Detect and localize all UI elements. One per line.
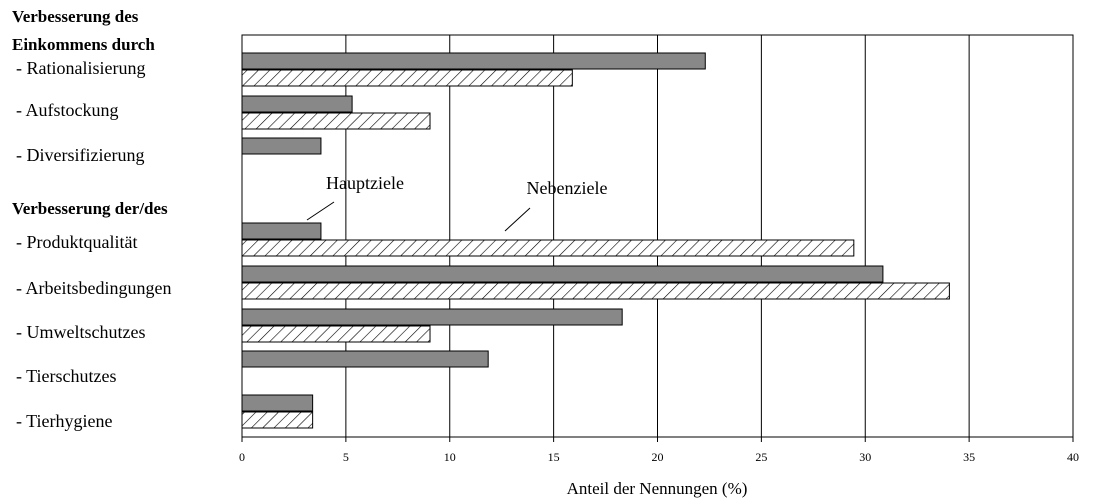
legend-leader <box>306 201 335 221</box>
category-label: - Tierschutzes <box>16 366 117 386</box>
bar <box>241 112 431 130</box>
legend-label: Nebenziele <box>527 178 608 198</box>
bar <box>241 308 623 326</box>
x-tick-label: 5 <box>343 450 349 464</box>
x-tick-label: 40 <box>1067 450 1079 464</box>
legend-label: Hauptziele <box>326 173 404 193</box>
category-label: - Tierhygiene <box>16 411 113 431</box>
legend-leader <box>504 207 531 232</box>
bar <box>241 350 489 368</box>
category-label: - Diversifizierung <box>16 145 144 165</box>
bar <box>241 394 314 412</box>
bar <box>241 222 322 240</box>
category-label: - Umweltschutzes <box>16 322 145 342</box>
category-label: - Arbeitsbedingungen <box>16 278 171 298</box>
x-tick-label: 10 <box>444 450 456 464</box>
bar <box>241 95 353 113</box>
x-tick-label: 35 <box>963 450 975 464</box>
x-tick-label: 15 <box>548 450 560 464</box>
x-tick-label: 25 <box>755 450 767 464</box>
group-label: Verbesserung der/des <box>12 199 168 218</box>
group-label: Einkommens durch <box>12 35 155 54</box>
x-axis-label: Anteil der Nennungen (%) <box>567 479 748 498</box>
x-tick-label: 20 <box>652 450 664 464</box>
bar <box>241 137 322 155</box>
bar <box>241 239 855 257</box>
bar <box>241 411 314 429</box>
bar <box>241 52 706 70</box>
bar <box>241 265 884 283</box>
bar <box>241 282 950 300</box>
category-label: - Rationalisierung <box>16 58 145 78</box>
bar <box>241 69 573 87</box>
bar <box>241 325 431 343</box>
x-tick-label: 0 <box>239 450 245 464</box>
group-label: Verbesserung des <box>12 7 139 26</box>
x-tick-label: 30 <box>859 450 871 464</box>
category-label: - Produktqualität <box>16 232 137 252</box>
category-label: - Aufstockung <box>16 100 119 120</box>
